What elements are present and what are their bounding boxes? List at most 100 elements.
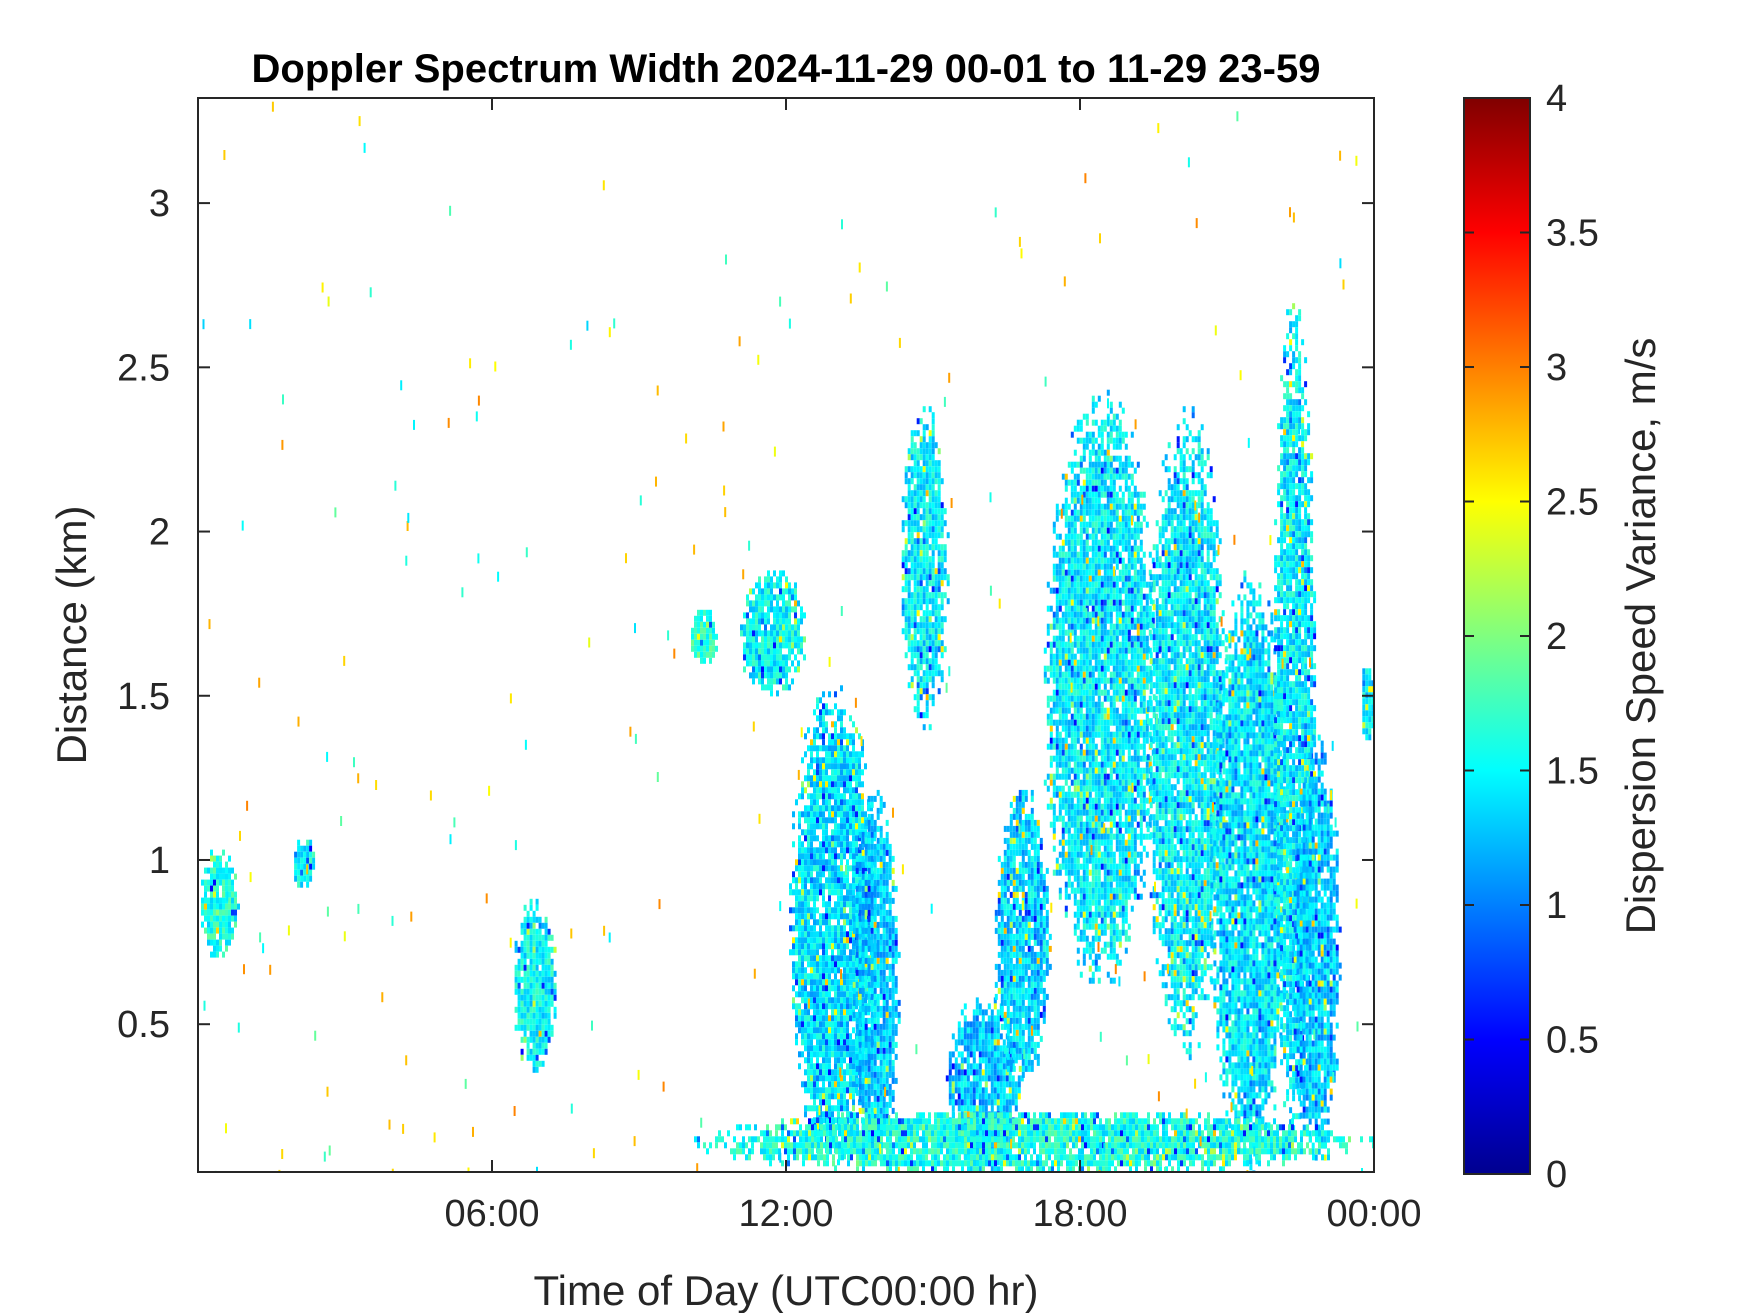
heatmap-cell (843, 835, 846, 842)
heatmap-cell (798, 973, 801, 980)
heatmap-cell (794, 642, 797, 649)
heatmap-cell (822, 1009, 825, 1016)
heatmap-cell (852, 927, 856, 934)
heatmap-cell (858, 793, 861, 800)
heatmap-cell (831, 943, 834, 950)
heatmap-cell (840, 979, 843, 986)
heatmap-cell (1036, 999, 1040, 1006)
heatmap-cell (1021, 1041, 1025, 1048)
heatmap-cell (703, 609, 706, 616)
heatmap-cell (785, 612, 788, 619)
heatmap-cell (858, 781, 861, 788)
heatmap-cell (966, 1087, 970, 1094)
heatmap-cell (761, 648, 764, 655)
heatmap-cell (891, 969, 895, 976)
heatmap-cell (1073, 845, 1077, 852)
heatmap-cell (782, 588, 785, 595)
heatmap-cell (541, 1030, 545, 1037)
heatmap-cell (849, 1087, 852, 1094)
heatmap-cell (776, 678, 779, 685)
heatmap-cell (1043, 677, 1047, 684)
heatmap-cell (840, 757, 843, 764)
heatmap-cell (831, 709, 834, 716)
heatmap-cell (831, 913, 834, 920)
heatmap-cell (873, 1029, 877, 1036)
heatmap-cell (828, 1087, 831, 1094)
heatmap-cell (791, 624, 794, 631)
heatmap-cell (1067, 533, 1071, 540)
heatmap-cell (807, 763, 810, 770)
heatmap-cell (1021, 837, 1025, 844)
heatmap-cell (937, 466, 941, 473)
heatmap-cell (894, 1041, 898, 1048)
heatmap-cell (870, 903, 874, 910)
heatmap-cell (1042, 1017, 1046, 1024)
heatmap-cell (1018, 849, 1022, 856)
heatmap-cell (1006, 1053, 1010, 1060)
heatmap-cell (928, 490, 932, 497)
heatmap-cell (919, 658, 923, 665)
heatmap-cell (740, 630, 743, 637)
heatmap-cell (882, 963, 886, 970)
heatmap-cell (804, 985, 807, 992)
heatmap-cell (1076, 479, 1080, 486)
heatmap-cell (1027, 861, 1031, 868)
heatmap-cell (825, 985, 828, 992)
heatmap-cell (770, 666, 773, 673)
heatmap-cell (752, 642, 755, 649)
heatmap-cell (1042, 927, 1046, 934)
heatmap-cell (843, 709, 846, 716)
heatmap-cell (529, 1000, 533, 1007)
heatmap-cell (828, 1021, 831, 1028)
heatmap-cell (1027, 945, 1031, 952)
heatmap-cell (804, 931, 807, 938)
heatmap-cell (1012, 1065, 1016, 1072)
heatmap-cell (1055, 647, 1059, 654)
heatmap-cell (937, 448, 941, 455)
heatmap-cell (843, 1045, 846, 1052)
heatmap-cell (831, 811, 834, 818)
heatmap-cell (999, 1075, 1003, 1082)
heatmap-cell (795, 889, 798, 896)
heatmap-cell (825, 955, 828, 962)
heatmap-cell (837, 889, 840, 896)
heatmap-cell (810, 1045, 813, 1052)
heatmap-cell (819, 859, 822, 866)
heatmap-cell (879, 1089, 883, 1096)
heatmap-cell (822, 1051, 825, 1058)
heatmap-cell (922, 712, 926, 719)
heatmap-cell (222, 909, 225, 916)
heatmap-cell (819, 1045, 822, 1052)
heatmap-cell (855, 1023, 859, 1030)
heatmap-cell (910, 514, 914, 521)
heatmap-cell (825, 1021, 828, 1028)
heatmap-cell (801, 901, 804, 908)
heatmap-cell (940, 508, 944, 515)
heatmap-cell (870, 1017, 874, 1024)
heatmap-cell (764, 648, 767, 655)
heatmap-cell (825, 775, 828, 782)
heatmap-cell (888, 1095, 892, 1102)
heatmap-cell (876, 891, 880, 898)
heatmap-cell (870, 981, 874, 988)
heatmap-cell (825, 1093, 828, 1100)
heatmap-cell (1058, 587, 1062, 594)
heatmap-cell (990, 1051, 994, 1058)
heatmap-cell (804, 991, 807, 998)
heatmap-cell (907, 526, 911, 533)
heatmap-cell (816, 781, 819, 788)
heatmap-cell (997, 969, 1001, 976)
heatmap-cell (1067, 629, 1071, 636)
heatmap-cell (885, 1017, 889, 1024)
heatmap-cell (954, 1081, 958, 1088)
heatmap-cell (931, 424, 935, 431)
heatmap-cell (810, 949, 813, 956)
heatmap-cell (876, 957, 880, 964)
heatmap-cell (1012, 999, 1016, 1006)
heatmap-cell (758, 624, 761, 631)
heatmap-cell (864, 975, 868, 982)
heatmap-cell (816, 1081, 819, 1088)
heatmap-cell (916, 628, 920, 635)
heatmap-cell (773, 624, 776, 631)
heatmap-cell (822, 775, 825, 782)
